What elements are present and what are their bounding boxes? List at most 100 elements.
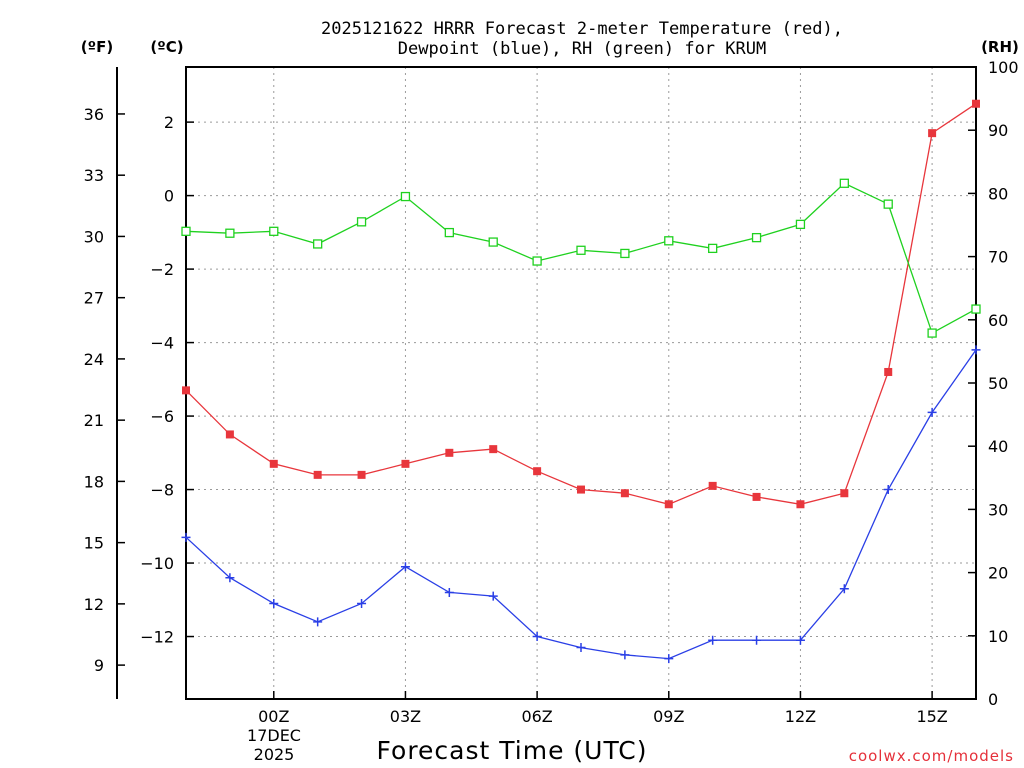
fahrenheit-unit-label: (ºF) (81, 38, 113, 56)
plot-frame (185, 66, 977, 700)
temperature-point (796, 500, 805, 509)
x-axis-title: Forecast Time (UTC) (377, 736, 648, 765)
celsius-tick-label: −6 (150, 407, 174, 426)
dewpoint-point (225, 573, 235, 583)
temperature-point (708, 481, 717, 490)
temperature-point (972, 99, 980, 108)
fahrenheit-tick-label: 24 (84, 350, 104, 369)
temperature-point (445, 448, 454, 457)
temperature-point (664, 500, 673, 509)
rh-point (269, 226, 279, 236)
rh-tick-label: 50 (988, 374, 1008, 393)
rh-point (795, 219, 806, 230)
temperature-point (752, 492, 761, 501)
series-layer (181, 99, 981, 664)
celsius-tick-label: −4 (150, 334, 174, 353)
fahrenheit-tick-label: 21 (84, 411, 104, 430)
celsius-unit-label: (ºC) (150, 38, 183, 56)
dewpoint-point (532, 632, 542, 642)
temperature-point (357, 470, 366, 479)
time-tick-label: 03Z (390, 707, 421, 726)
fahrenheit-tick-label: 27 (84, 289, 104, 308)
rh-point (664, 236, 674, 246)
fahrenheit-tick-label: 15 (84, 534, 104, 553)
temperature-point (577, 485, 585, 494)
credit-text: coolwx.com/models (849, 747, 1014, 765)
celsius-tick-label: −12 (140, 628, 174, 647)
chart-title-line-1: 2025121622 HRRR Forecast 2-meter Tempera… (321, 19, 843, 39)
temperature-point (489, 445, 498, 454)
rh-tick-label: 80 (988, 184, 1008, 203)
time-tick-label: 12Z (785, 707, 816, 726)
temperature-series (182, 99, 980, 509)
temperature-point (313, 470, 322, 479)
temperature-point (269, 459, 278, 468)
dewpoint-point (269, 598, 279, 608)
temperature-line (185, 103, 977, 505)
fahrenheit-tick-label: 36 (84, 105, 104, 124)
rh-point (313, 239, 323, 249)
celsius-tick-label: −2 (150, 260, 174, 279)
dewpoint-point (400, 562, 410, 572)
time-tick-label: 00Z (258, 707, 289, 726)
temperature-point (884, 367, 893, 376)
time-axis: 00Z 03Z 06Z 09Z 12Z 15Z (258, 691, 948, 726)
rh-point (839, 178, 849, 188)
dewpoint-point (971, 345, 981, 355)
dewpoint-point (444, 587, 454, 597)
fahrenheit-axis: 36 33 30 27 24 21 18 15 12 9 (84, 67, 125, 699)
time-tick-label: 06Z (521, 707, 552, 726)
date-label-line-2: 2025 (254, 745, 295, 764)
rh-tick-label: 0 (988, 690, 998, 709)
rh-line (185, 182, 977, 335)
dewpoint-point (883, 485, 893, 495)
celsius-tick-label: 2 (164, 113, 174, 132)
temperature-point (225, 430, 234, 439)
rh-tick-label: 30 (988, 500, 1008, 519)
dewpoint-point (839, 584, 849, 594)
rh-point (708, 243, 718, 254)
temperature-point (533, 467, 542, 476)
fahrenheit-tick-label: 12 (84, 595, 104, 614)
fahrenheit-tick-label: 33 (84, 166, 104, 185)
temperature-point (401, 459, 410, 468)
rh-point (356, 217, 367, 227)
rh-tick-label: 40 (988, 437, 1008, 456)
rh-tick-label: 60 (988, 311, 1008, 330)
rh-series (181, 178, 981, 338)
celsius-tick-label: −10 (140, 554, 174, 573)
temperature-point (620, 489, 629, 498)
rh-point (488, 237, 498, 247)
grid-lines (186, 67, 976, 699)
celsius-axis: 2 0 −2 −4 −6 −8 −10 −12 (140, 113, 194, 647)
dewpoint-point (181, 532, 191, 542)
dewpoint-point (752, 635, 762, 645)
chart-title-line-2: Dewpoint (blue), RH (green) for KRUM (398, 39, 766, 59)
rh-point (620, 248, 630, 259)
rh-point (181, 226, 191, 236)
rh-point (971, 304, 981, 314)
temperature-point (928, 129, 937, 138)
rh-point (532, 256, 542, 266)
rh-tick-label: 70 (988, 248, 1008, 267)
fahrenheit-tick-label: 18 (84, 472, 104, 491)
rh-point (751, 232, 762, 243)
date-label-line-1: 17DEC (247, 726, 301, 745)
fahrenheit-tick-label: 30 (84, 227, 104, 246)
rh-point (883, 199, 893, 209)
dewpoint-point (576, 643, 586, 653)
rh-tick-label: 20 (988, 564, 1008, 583)
time-tick-label: 15Z (916, 707, 947, 726)
temperature-point (840, 489, 849, 498)
rh-point (400, 191, 411, 202)
celsius-tick-label: −8 (150, 481, 174, 500)
fahrenheit-tick-label: 9 (94, 656, 104, 675)
temperature-point (182, 386, 190, 395)
rh-point (576, 245, 586, 255)
rh-tick-label: 90 (988, 121, 1008, 140)
dewpoint-point (795, 635, 805, 645)
dewpoint-point (708, 635, 718, 645)
dewpoint-point (313, 617, 323, 627)
rh-point (927, 328, 937, 338)
